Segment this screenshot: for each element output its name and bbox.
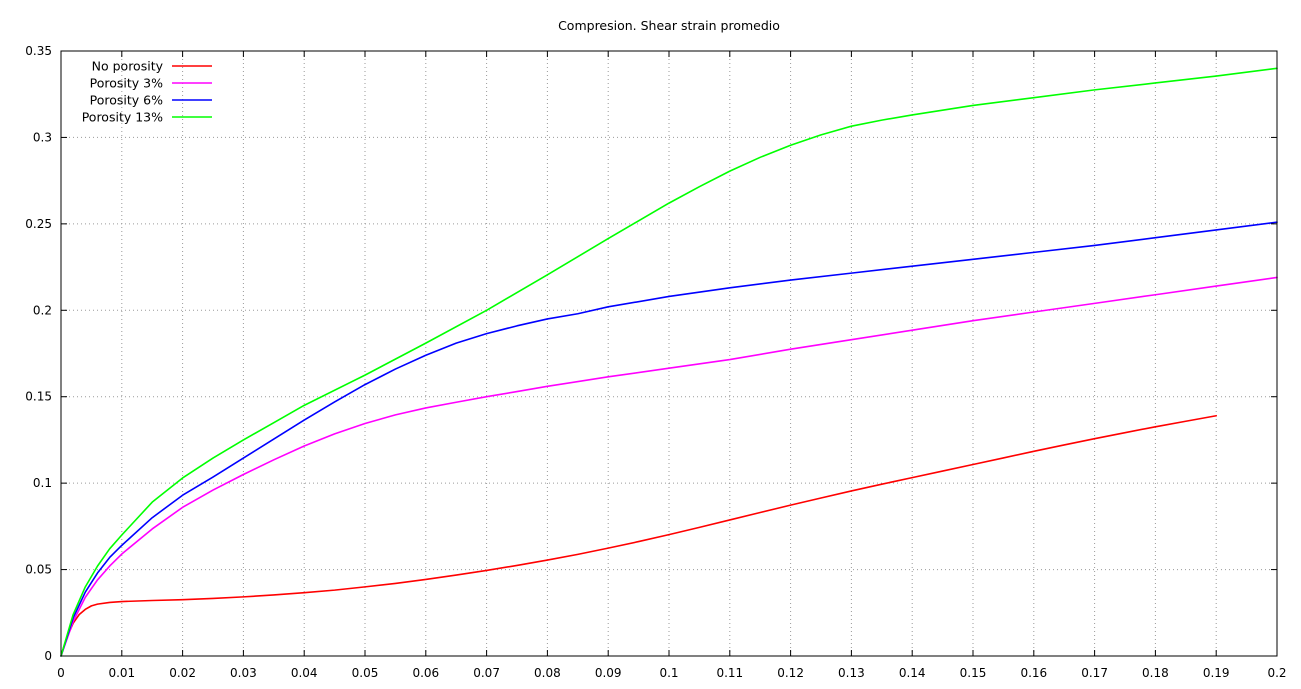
series-line-no-porosity xyxy=(60,414,1217,657)
x-tick-label: 0.02 xyxy=(169,666,196,680)
y-tick-label: 0.3 xyxy=(33,130,52,144)
y-tick-label: 0.05 xyxy=(25,563,52,577)
legend-label-porosity-3: Porosity 3% xyxy=(90,76,163,91)
x-tick-label: 0.08 xyxy=(534,666,561,680)
legend-label-porosity-13: Porosity 13% xyxy=(82,110,163,125)
y-tick-label: 0.1 xyxy=(33,476,52,490)
x-tick-label: 0.17 xyxy=(1081,666,1108,680)
chart-title: Compresion. Shear strain promedio xyxy=(558,18,780,33)
x-tick-label: 0.15 xyxy=(960,666,987,680)
y-tick-label: 0.35 xyxy=(25,44,52,58)
series-lines xyxy=(60,67,1278,657)
x-tick-label: 0.16 xyxy=(1020,666,1047,680)
x-tick-label: 0.1 xyxy=(659,666,678,680)
x-tick-label: 0.2 xyxy=(1267,666,1286,680)
x-tick-label: 0.04 xyxy=(291,666,318,680)
y-axis-tick-labels: 0 0.05 0.1 0.15 0.2 0.25 0.3 0.35 xyxy=(25,44,52,663)
axis-ticks xyxy=(60,50,1278,657)
x-tick-label: 0.19 xyxy=(1203,666,1230,680)
x-tick-label: 0.14 xyxy=(899,666,926,680)
x-tick-label: 0.06 xyxy=(412,666,439,680)
y-tick-label: 0.15 xyxy=(25,390,52,404)
x-tick-label: 0.18 xyxy=(1142,666,1169,680)
x-axis-tick-labels: 0 0.01 0.02 0.03 0.04 0.05 0.06 0.07 0.08 0.09 0.1… xyxy=(57,666,1286,680)
plot-frame xyxy=(60,50,1278,657)
x-tick-label: 0.01 xyxy=(108,666,135,680)
x-tick-label: 0.03 xyxy=(230,666,257,680)
x-tick-label: 0.09 xyxy=(595,666,622,680)
x-tick-label: 0.13 xyxy=(838,666,865,680)
legend-label-porosity-6: Porosity 6% xyxy=(90,93,163,108)
series-line-porosity-13 xyxy=(60,67,1278,657)
series-line-porosity-3 xyxy=(60,276,1278,657)
y-tick-label: 0.25 xyxy=(25,217,52,231)
x-tick-label: 0.11 xyxy=(716,666,743,680)
y-tick-label: 0.2 xyxy=(33,303,52,317)
series-line-porosity-6 xyxy=(60,221,1278,657)
y-tick-label: 0 xyxy=(44,649,52,663)
grid xyxy=(61,51,1277,656)
x-tick-label: 0.05 xyxy=(352,666,379,680)
x-tick-label: 0.12 xyxy=(777,666,804,680)
legend: No porosity Porosity 3% Porosity 6% Porosit… xyxy=(82,59,212,125)
x-tick-label: 0.07 xyxy=(473,666,500,680)
legend-label-no-porosity: No porosity xyxy=(92,59,164,74)
x-tick-label: 0 xyxy=(57,666,65,680)
